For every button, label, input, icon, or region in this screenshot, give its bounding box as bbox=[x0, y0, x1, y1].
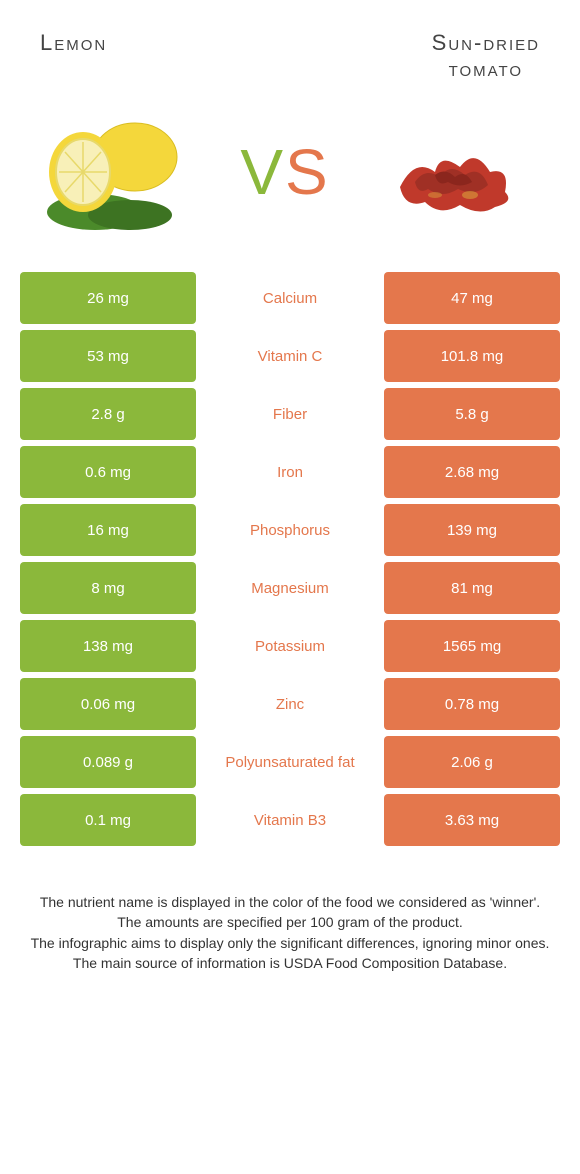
vs-label: VS bbox=[240, 135, 329, 209]
lemon-image bbox=[30, 102, 200, 242]
hero: VS bbox=[0, 92, 580, 272]
right-value-cell: 1565 mg bbox=[384, 620, 560, 672]
footer-notes: The nutrient name is displayed in the co… bbox=[0, 852, 580, 973]
right-value-cell: 2.06 g bbox=[384, 736, 560, 788]
nutrient-label: Potassium bbox=[196, 620, 384, 672]
right-value-cell: 47 mg bbox=[384, 272, 560, 324]
table-row: 53 mgVitamin C101.8 mg bbox=[20, 330, 560, 382]
left-value-cell: 16 mg bbox=[20, 504, 196, 556]
left-value-cell: 138 mg bbox=[20, 620, 196, 672]
nutrient-label: Fiber bbox=[196, 388, 384, 440]
left-value-cell: 0.06 mg bbox=[20, 678, 196, 730]
nutrient-label: Vitamin B3 bbox=[196, 794, 384, 846]
table-row: 2.8 gFiber5.8 g bbox=[20, 388, 560, 440]
comparison-table: 26 mgCalcium47 mg 53 mgVitamin C101.8 mg 2… bbox=[0, 272, 580, 846]
right-value-cell: 2.68 mg bbox=[384, 446, 560, 498]
vs-s: S bbox=[285, 136, 330, 208]
left-value-cell: 0.1 mg bbox=[20, 794, 196, 846]
table-row: 16 mgPhosphorus139 mg bbox=[20, 504, 560, 556]
footer-line-4: The main source of information is USDA F… bbox=[30, 953, 550, 973]
sun-dried-tomato-icon bbox=[380, 117, 530, 227]
table-row: 138 mgPotassium1565 mg bbox=[20, 620, 560, 672]
footer-line-3: The infographic aims to display only the… bbox=[30, 933, 550, 953]
nutrient-label: Magnesium bbox=[196, 562, 384, 614]
table-row: 0.06 mgZinc0.78 mg bbox=[20, 678, 560, 730]
right-value-cell: 81 mg bbox=[384, 562, 560, 614]
right-title: Sun-dried tomato bbox=[432, 30, 540, 82]
nutrient-label: Zinc bbox=[196, 678, 384, 730]
right-title-line2: tomato bbox=[449, 56, 524, 81]
right-value-cell: 5.8 g bbox=[384, 388, 560, 440]
nutrient-label: Calcium bbox=[196, 272, 384, 324]
nutrient-label: Vitamin C bbox=[196, 330, 384, 382]
footer-line-2: The amounts are specified per 100 gram o… bbox=[30, 912, 550, 932]
table-row: 0.1 mgVitamin B33.63 mg bbox=[20, 794, 560, 846]
left-value-cell: 2.8 g bbox=[20, 388, 196, 440]
right-value-cell: 101.8 mg bbox=[384, 330, 560, 382]
left-value-cell: 0.089 g bbox=[20, 736, 196, 788]
left-value-cell: 53 mg bbox=[20, 330, 196, 382]
right-value-cell: 139 mg bbox=[384, 504, 560, 556]
nutrient-label: Iron bbox=[196, 446, 384, 498]
nutrient-label: Polyunsaturated fat bbox=[196, 736, 384, 788]
left-value-cell: 8 mg bbox=[20, 562, 196, 614]
lemon-icon bbox=[35, 107, 195, 237]
left-value-cell: 26 mg bbox=[20, 272, 196, 324]
vs-v: V bbox=[240, 136, 285, 208]
table-row: 8 mgMagnesium81 mg bbox=[20, 562, 560, 614]
table-row: 0.6 mgIron2.68 mg bbox=[20, 446, 560, 498]
nutrient-label: Phosphorus bbox=[196, 504, 384, 556]
left-title: Lemon bbox=[40, 30, 107, 56]
tomato-image bbox=[370, 102, 540, 242]
right-value-cell: 0.78 mg bbox=[384, 678, 560, 730]
table-row: 0.089 gPolyunsaturated fat2.06 g bbox=[20, 736, 560, 788]
right-title-line1: Sun-dried bbox=[432, 30, 540, 55]
header: Lemon Sun-dried tomato bbox=[0, 0, 580, 92]
left-value-cell: 0.6 mg bbox=[20, 446, 196, 498]
right-value-cell: 3.63 mg bbox=[384, 794, 560, 846]
table-row: 26 mgCalcium47 mg bbox=[20, 272, 560, 324]
footer-line-1: The nutrient name is displayed in the co… bbox=[30, 892, 550, 912]
